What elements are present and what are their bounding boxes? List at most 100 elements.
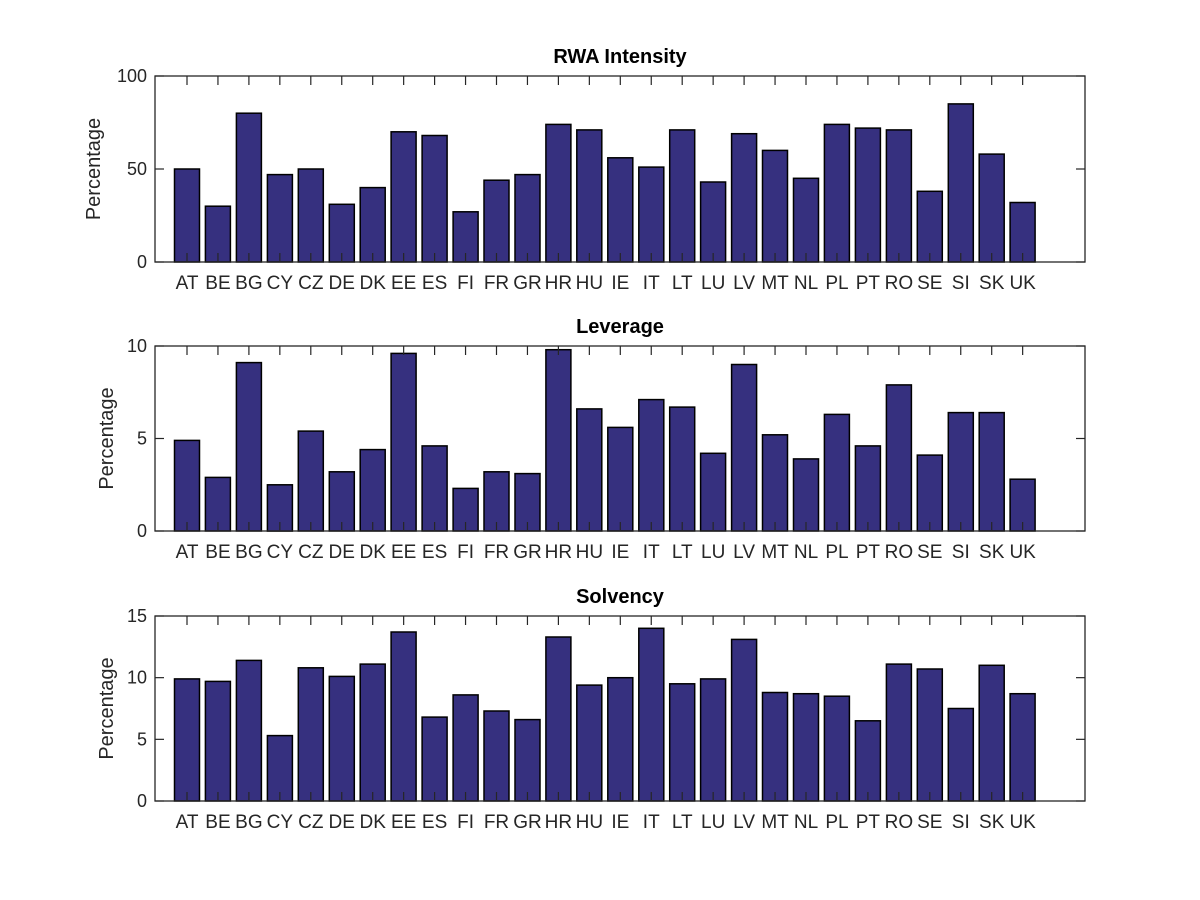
bar-pl [823, 123, 851, 263]
x-tick-label-ro: RO [885, 273, 914, 294]
x-tick-label-nl: NL [794, 542, 818, 563]
x-tick-label-bg: BG [235, 273, 262, 294]
x-tick-label-uk: UK [1009, 812, 1036, 833]
bar-hu [576, 129, 603, 263]
bar-bg [235, 112, 263, 263]
x-tick-label-cz: CZ [298, 812, 324, 833]
bar-hu [576, 408, 603, 532]
x-tick-label-uk: UK [1009, 542, 1036, 563]
bar-ro [885, 663, 913, 802]
x-tick-label-pl: PL [825, 542, 848, 563]
y-tick-label: 100 [117, 66, 147, 86]
x-tick-label-sk: SK [979, 273, 1005, 294]
y-tick-label: 0 [137, 791, 147, 811]
x-tick-label-ro: RO [885, 542, 914, 563]
x-tick-label-hr: HR [545, 542, 572, 563]
bar-hr [545, 636, 572, 802]
y-tick-label: 0 [137, 252, 147, 272]
chart-title: RWA Intensity [553, 46, 687, 68]
bar-pt [854, 127, 882, 263]
x-tick-label-pt: PT [856, 273, 881, 294]
bar-lt [668, 683, 696, 802]
x-tick-label-it: IT [643, 812, 660, 833]
bar-sk [978, 664, 1005, 802]
x-tick-label-lt: LT [672, 812, 693, 833]
chart-panel-2: 0 5 10 AT BE BG CY CZ DE DK EE ES FI FR GR HR HU IE IT LT LU… [96, 316, 1086, 563]
bar-at [173, 678, 201, 802]
bar-pt [854, 445, 882, 532]
x-tick-label-mt: MT [761, 542, 789, 563]
bar-it [638, 627, 665, 802]
x-tick-label-fi: FI [457, 812, 474, 833]
bar-ie [607, 157, 634, 263]
bar-cy [266, 734, 294, 802]
x-tick-label-pt: PT [856, 542, 881, 563]
x-tick-label-lu: LU [701, 542, 725, 563]
y-tick-label: 50 [127, 159, 147, 179]
x-tick-label-fr: FR [484, 273, 509, 294]
bar-hr [545, 123, 572, 263]
x-tick-label-ie: IE [611, 273, 629, 294]
x-tick-label-sk: SK [979, 542, 1005, 563]
x-tick-label-be: BE [205, 542, 230, 563]
x-tick-label-be: BE [205, 812, 230, 833]
bar-mt [761, 149, 789, 263]
x-tick-label-dk: DK [359, 273, 386, 294]
bar-mt [761, 691, 789, 802]
x-tick-label-be: BE [205, 273, 230, 294]
chart-title: Solvency [576, 586, 665, 608]
x-tick-label-pt: PT [856, 812, 881, 833]
bar-it [638, 166, 665, 263]
x-tick-label-pl: PL [825, 273, 848, 294]
x-tick-label-si: SI [952, 542, 970, 563]
x-tick-label-lt: LT [672, 542, 693, 563]
x-tick-label-gr: GR [513, 812, 542, 833]
x-tick-label-ee: EE [391, 273, 416, 294]
bar-hu [576, 684, 603, 802]
x-tick-label-it: IT [643, 542, 660, 563]
bar-gr [514, 472, 541, 532]
bar-ee [390, 352, 417, 532]
bar-se [916, 668, 944, 802]
chart-panel-1: 0 50 100 AT BE BG CY CZ DE DK EE ES FI FR GR HR HU IE IT LT… [83, 46, 1086, 294]
x-tick-label-se: SE [917, 542, 942, 563]
bar-pl [823, 695, 851, 802]
bar-mt [761, 434, 789, 532]
x-tick-label-lt: LT [672, 273, 693, 294]
bar-pt [854, 720, 882, 802]
x-tick-label-nl: NL [794, 273, 818, 294]
x-tick-label-es: ES [422, 542, 447, 563]
bar-bg [235, 361, 263, 532]
x-tick-label-mt: MT [761, 812, 789, 833]
bar-fr [483, 710, 510, 802]
bar-ee [390, 131, 417, 263]
x-tick-label-it: IT [643, 273, 660, 294]
y-axis-label: Percentage [83, 118, 105, 220]
x-tick-label-se: SE [917, 273, 942, 294]
x-tick-label-lu: LU [701, 273, 725, 294]
bar-ro [885, 384, 913, 532]
bar-es [421, 716, 448, 802]
bar-ie [607, 676, 634, 802]
bar-ie [607, 426, 634, 532]
bar-ee [390, 631, 417, 802]
bar-si [947, 103, 975, 263]
x-tick-label-de: DE [329, 542, 355, 563]
x-tick-label-lv: LV [733, 273, 755, 294]
x-tick-label-mt: MT [761, 273, 789, 294]
x-tick-label-cz: CZ [298, 542, 324, 563]
x-tick-label-hu: HU [576, 812, 603, 833]
bar-es [421, 445, 448, 532]
bar-lv [730, 132, 758, 263]
bar-gr [514, 718, 541, 802]
bar-lt [668, 129, 696, 263]
y-axis-label: Percentage [96, 657, 118, 759]
bar-es [421, 134, 448, 263]
bar-uk [1009, 201, 1036, 263]
x-tick-label-es: ES [422, 812, 447, 833]
x-tick-label-at: AT [176, 542, 199, 563]
x-tick-label-gr: GR [513, 542, 542, 563]
x-tick-label-pl: PL [825, 812, 848, 833]
y-tick-label: 0 [137, 521, 147, 541]
x-tick-label-cy: CY [267, 542, 294, 563]
